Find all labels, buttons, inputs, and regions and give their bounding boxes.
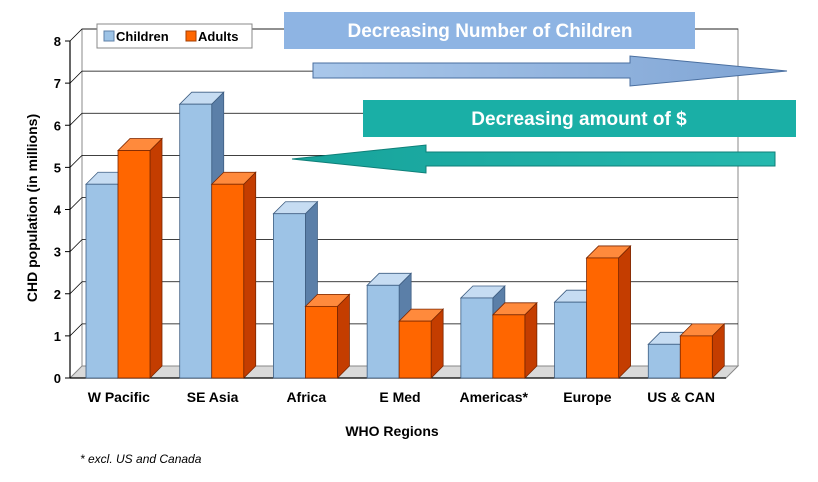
x-axis-title: WHO Regions — [345, 423, 439, 439]
bar-front — [305, 305, 338, 379]
y-tick-label: 0 — [54, 371, 61, 386]
gridline-depth — [69, 155, 83, 168]
bar-front — [85, 183, 119, 379]
y-ticks: 0 1 2 3 4 5 6 7 8 — [54, 34, 70, 386]
banner-money — [363, 100, 796, 137]
banner-children-text: Decreasing Number of Children — [347, 21, 632, 42]
bar-front — [492, 314, 526, 379]
bar-side — [618, 244, 631, 379]
bar-adults — [398, 308, 445, 379]
bar-adults — [117, 137, 163, 379]
y-tick-label: 8 — [54, 34, 61, 49]
bar-children — [178, 91, 225, 379]
arrow-right — [312, 55, 788, 87]
y-tick-label: 7 — [54, 76, 61, 91]
legend-swatch-children — [103, 30, 115, 42]
bar-adults — [491, 301, 538, 379]
category-labels: W Pacific SE Asia Africa E Med Americas* Euro… — [88, 389, 715, 405]
bar-front — [647, 343, 681, 379]
arrow-left — [291, 144, 776, 174]
bar-front — [398, 320, 432, 379]
legend-label-adults: Adults — [198, 29, 238, 44]
banner-money-text: Decreasing amount of $ — [471, 109, 687, 130]
bars — [85, 91, 726, 379]
bar-front — [366, 284, 400, 379]
bar-front — [179, 103, 213, 379]
gridline-depth — [69, 197, 83, 210]
bar-front — [117, 150, 151, 379]
banner-children — [284, 12, 695, 49]
gridline-depth — [69, 112, 83, 126]
bar-front — [586, 257, 619, 379]
bar-side — [149, 137, 163, 379]
legend-swatch-adults — [185, 30, 197, 42]
y-tick-label: 1 — [54, 329, 61, 344]
bar-adults — [210, 171, 257, 379]
gridline-depth — [69, 323, 83, 337]
footnote: * excl. US and Canada — [80, 452, 202, 466]
y-tick-label: 3 — [54, 245, 61, 260]
x-tick-label: E Med — [379, 389, 420, 405]
y-tick-label: 6 — [54, 118, 61, 133]
gridline-depth — [69, 28, 83, 42]
bar-adults — [585, 244, 632, 379]
gridline-depth — [69, 70, 83, 84]
bar-front — [211, 183, 245, 379]
x-tick-label: Africa — [286, 389, 326, 405]
y-tick-label: 2 — [54, 287, 61, 302]
bar-adults — [304, 293, 351, 379]
x-tick-label: W Pacific — [88, 389, 150, 405]
bar-front — [460, 297, 494, 379]
bar-front — [679, 335, 713, 379]
legend: Children Adults — [96, 23, 253, 49]
bar-side — [243, 171, 257, 379]
y-tick-label: 5 — [54, 160, 61, 175]
y-tick-label: 4 — [54, 203, 62, 218]
bar-side — [337, 293, 350, 379]
bar-front — [273, 213, 306, 379]
bar-adults — [679, 322, 726, 379]
x-tick-label: US & CAN — [647, 389, 715, 405]
gridline-depth — [69, 281, 83, 295]
gridline-depth — [69, 239, 83, 252]
x-tick-label: Americas* — [459, 389, 528, 405]
bar-front — [554, 301, 587, 379]
y-axis-title: CHD population (in millions) — [24, 114, 40, 302]
x-tick-label: Europe — [563, 389, 611, 405]
bar-side — [524, 301, 538, 379]
legend-box — [96, 23, 253, 49]
legend-label-children: Children — [116, 29, 169, 44]
x-tick-label: SE Asia — [187, 389, 239, 405]
